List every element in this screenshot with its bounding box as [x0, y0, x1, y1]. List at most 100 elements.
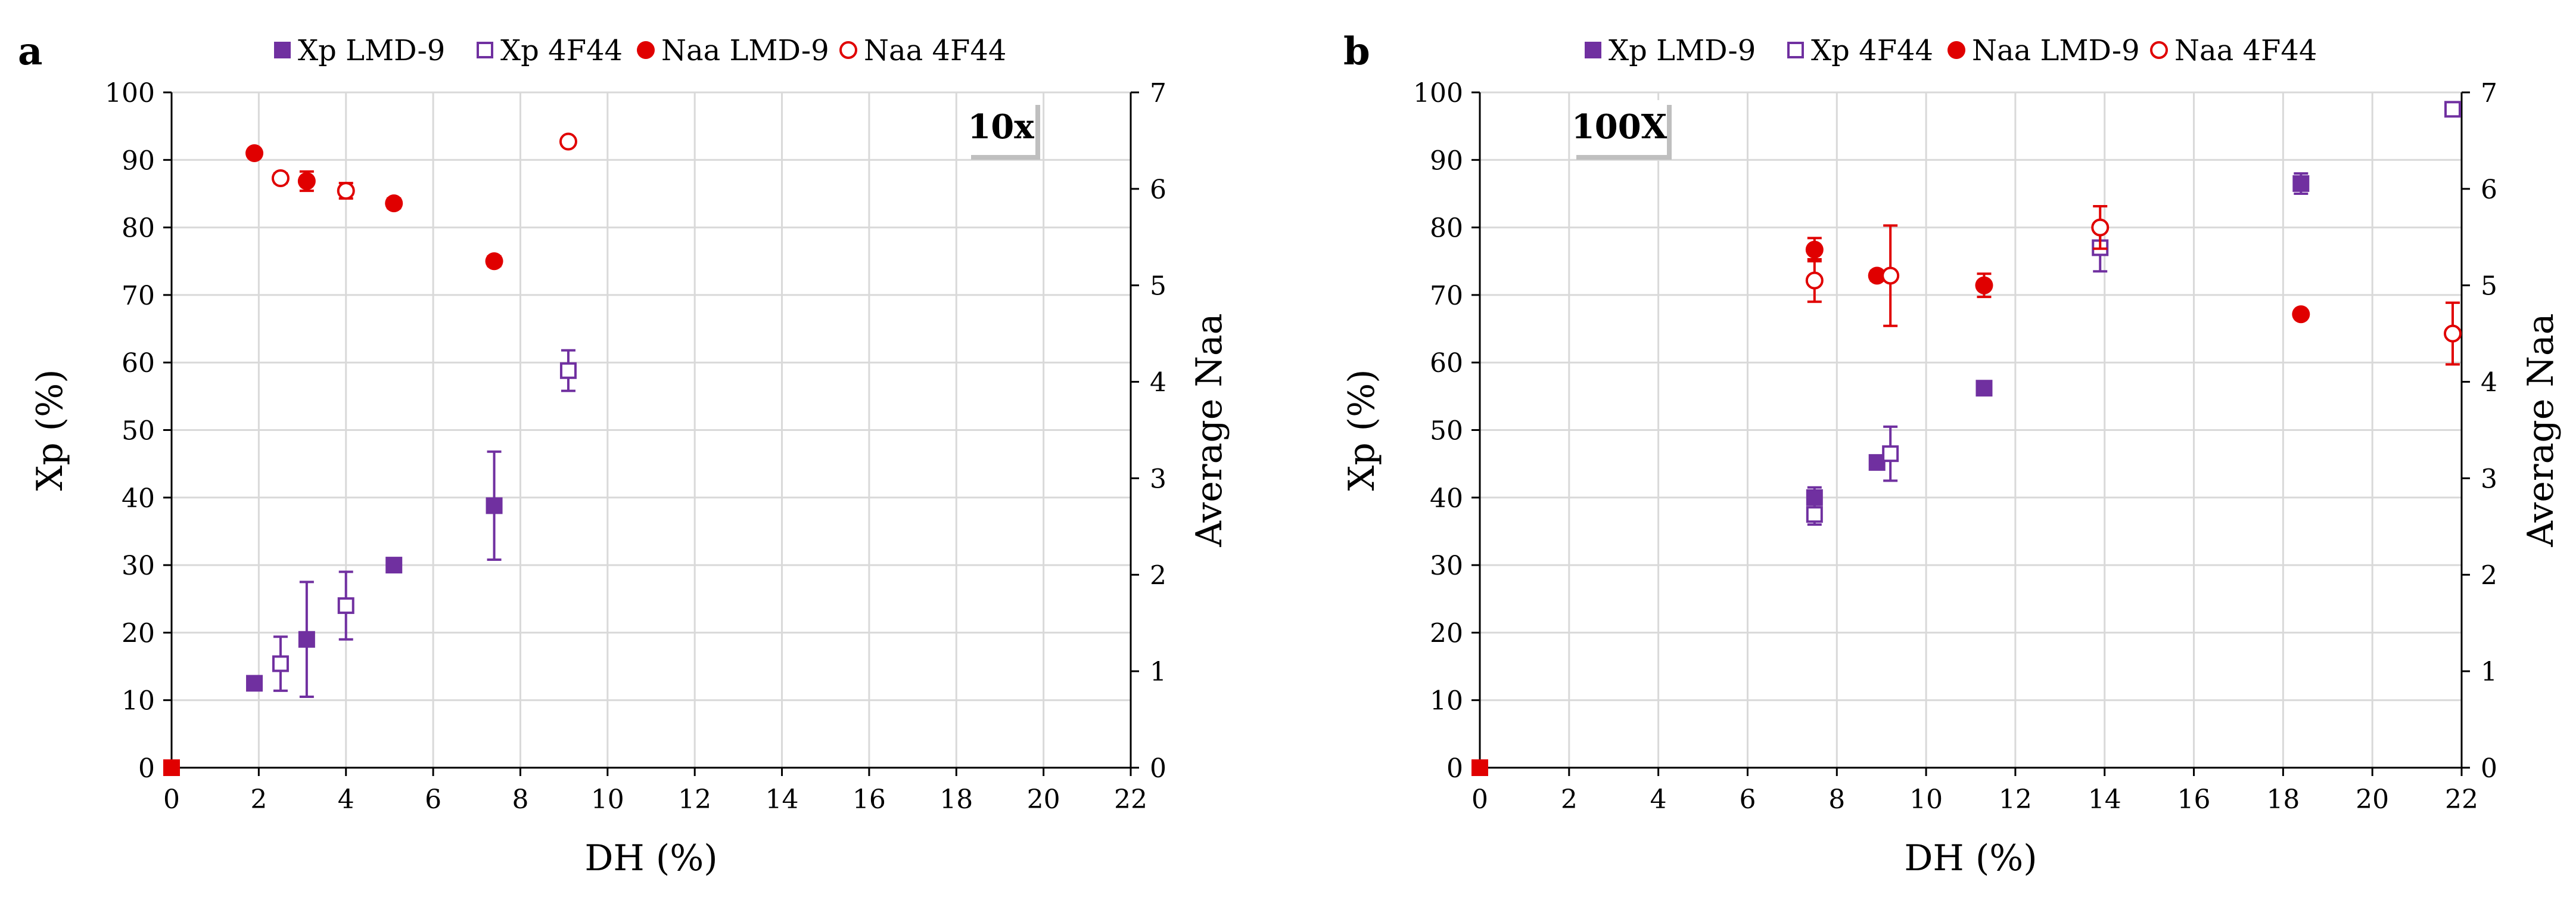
x-tick-label: 14	[766, 784, 799, 815]
legend-marker	[1947, 41, 1965, 59]
y2-tick-label: 2	[1150, 560, 1166, 591]
y-tick-label: 20	[122, 618, 155, 648]
x-tick-label: 2	[1561, 784, 1578, 815]
x-tick-label: 16	[2177, 784, 2211, 815]
x-tick-label: 14	[2088, 784, 2121, 815]
y-tick-label: 10	[1430, 686, 1463, 716]
legend-label: Naa 4F44	[2174, 34, 2317, 67]
series-naa-4f44	[271, 132, 577, 200]
y-tick-label: 100	[105, 78, 155, 108]
y2-tick-label: 2	[2481, 560, 2497, 591]
y2-tick-label: 5	[1150, 271, 1166, 302]
x-tick-label: 10	[1909, 784, 1943, 815]
x-tick-label: 8	[512, 784, 528, 815]
y-tick-label: 50	[1430, 416, 1463, 446]
data-point	[245, 144, 264, 162]
chart-panel-b: 0 2 4 6 8 10 12 14 16 18 20 22010203040506070809010…	[1341, 29, 2562, 879]
data-point	[271, 169, 290, 188]
y-tick-label: 20	[1430, 618, 1463, 648]
x-tick-label: 6	[425, 784, 441, 815]
data-point	[385, 557, 403, 574]
y-tick-label: 30	[1430, 551, 1463, 581]
y-tick-label: 90	[1430, 145, 1463, 176]
data-point	[246, 675, 263, 692]
data-point	[2444, 101, 2462, 118]
data-point	[337, 182, 355, 200]
y2-tick-label: 0	[2481, 753, 2497, 784]
legend-marker	[477, 42, 493, 58]
legend-entry: Naa LMD-9	[637, 34, 829, 67]
series-naa-lmd-9	[1805, 237, 2310, 324]
data-point	[2292, 305, 2310, 324]
legend-label: Xp LMD-9	[298, 34, 445, 67]
data-point	[1975, 276, 1993, 294]
legend-label: Naa LMD-9	[661, 34, 829, 67]
x-tick-label: 12	[678, 784, 711, 815]
legend-label: Naa 4F44	[864, 34, 1006, 67]
data-point	[297, 172, 316, 190]
magnification-badge	[966, 100, 1035, 155]
x-tick-label: 4	[1650, 784, 1667, 815]
x-tick-label: 6	[1739, 784, 1756, 815]
x-axis-title: DH (%)	[584, 837, 717, 879]
y2-tick-label: 4	[1150, 368, 1166, 398]
y-tick-label: 40	[1430, 483, 1463, 514]
panel-letter: a	[18, 29, 42, 74]
legend-marker	[637, 41, 655, 59]
data-point	[1881, 266, 1900, 285]
y2-tick-label: 3	[1150, 464, 1166, 494]
data-point	[272, 655, 289, 672]
legend-label: Xp 4F44	[1811, 34, 1933, 67]
data-point	[1868, 266, 1886, 285]
series-xp-lmd-9	[246, 450, 503, 699]
x-tick-label: 16	[853, 784, 886, 815]
series-xp-4f44	[272, 349, 577, 692]
legend-marker	[1787, 42, 1804, 58]
origin-point	[1471, 759, 1488, 776]
legend-entry: Naa 4F44	[2150, 34, 2317, 67]
y-tick-label: 90	[122, 145, 155, 176]
y-tick-label: 60	[122, 348, 155, 378]
data-point	[2444, 324, 2462, 343]
magnification-label: 10x	[967, 107, 1034, 147]
y-axis-title: Xp (%)	[29, 369, 71, 491]
y-tick-label: 30	[122, 551, 155, 581]
x-tick-label: 10	[591, 784, 624, 815]
y-tick-label: 70	[122, 281, 155, 311]
x-tick-label: 18	[939, 784, 973, 815]
y-tick-label: 60	[1430, 348, 1463, 378]
data-point	[559, 362, 577, 379]
data-point	[1805, 271, 1824, 290]
y2-tick-label: 6	[1150, 175, 1166, 205]
series-xp-4f44	[1806, 101, 2462, 526]
legend-marker	[274, 42, 291, 58]
x-tick-label: 8	[1828, 784, 1845, 815]
y-tick-label: 80	[122, 213, 155, 244]
data-point	[337, 597, 354, 615]
y-tick-label: 80	[1430, 213, 1463, 244]
x-tick-label: 0	[1471, 784, 1488, 815]
legend-entry: Xp 4F44	[1787, 34, 1933, 67]
chart-panel-a: 0 2 4 6 8 10 12 14 16 18 20 22010203040506070809010…	[18, 29, 1230, 879]
legend-entry: Xp LMD-9	[1585, 34, 1756, 67]
magnification-badge	[1572, 100, 1667, 155]
data-point	[486, 497, 503, 514]
legend-entry: Naa 4F44	[839, 34, 1006, 67]
x-axis-title: DH (%)	[1904, 837, 2037, 879]
legend-entry: Xp 4F44	[477, 34, 623, 67]
x-tick-label: 4	[338, 784, 354, 815]
legend-label: Naa LMD-9	[1972, 34, 2140, 67]
y2-axis-title: Average Naa	[1189, 314, 1230, 548]
panel-letter: b	[1343, 29, 1370, 74]
data-point	[1975, 380, 1993, 397]
y-tick-label: 50	[122, 416, 155, 446]
y2-tick-label: 5	[2481, 271, 2497, 302]
legend-marker	[2150, 41, 2168, 59]
series-naa-4f44	[1805, 204, 2462, 366]
y2-tick-label: 7	[1150, 78, 1166, 108]
data-point	[2091, 218, 2110, 237]
legend-marker	[839, 41, 857, 59]
x-tick-label: 12	[1999, 784, 2032, 815]
x-tick-label: 18	[2266, 784, 2300, 815]
